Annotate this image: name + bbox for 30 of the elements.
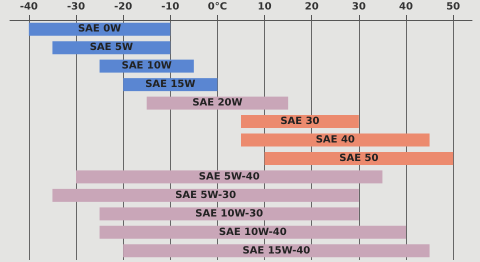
x-tick-label: 20: [304, 2, 319, 12]
y-tick-label: SAE 15W: [145, 79, 196, 90]
bar: [76, 170, 382, 184]
y-tick-label: SAE 5W: [90, 42, 133, 54]
bar: [241, 134, 430, 146]
x-tick-label: 10: [258, 2, 272, 12]
y-tick-label: SAE 0W: [78, 24, 122, 35]
y-tick-label: SAE 30: [280, 116, 320, 128]
y-tick-label: SAE 40: [316, 134, 355, 146]
x-tick-label: -40: [20, 2, 38, 12]
y-tick-label: SAE 5W-40: [198, 171, 260, 182]
y-tick-label: SAE 20W: [192, 98, 243, 109]
bar: [123, 244, 430, 258]
bar: [52, 188, 359, 202]
x-tick-label: -10: [161, 2, 180, 12]
y-tick-label: SAE 5W-30: [175, 190, 236, 201]
x-tick-label: 40: [399, 2, 413, 12]
bar: [100, 226, 406, 239]
x-tick-label: 30: [352, 2, 366, 12]
bar: [264, 152, 454, 165]
y-tick-label: SAE 15W-40: [242, 245, 310, 256]
y-tick-label: SAE 10W-40: [218, 226, 287, 238]
y-tick-label: SAE 50: [339, 152, 378, 164]
x-tick-label: 50: [446, 2, 460, 12]
x-tick-label: -30: [66, 2, 86, 12]
y-tick-label: SAE 10W-30: [195, 208, 264, 220]
bar: [100, 207, 359, 220]
x-tick-label: 0°C: [208, 2, 228, 12]
y-tick-label: SAE 10W: [122, 60, 172, 72]
x-tick-label: -20: [114, 2, 132, 12]
